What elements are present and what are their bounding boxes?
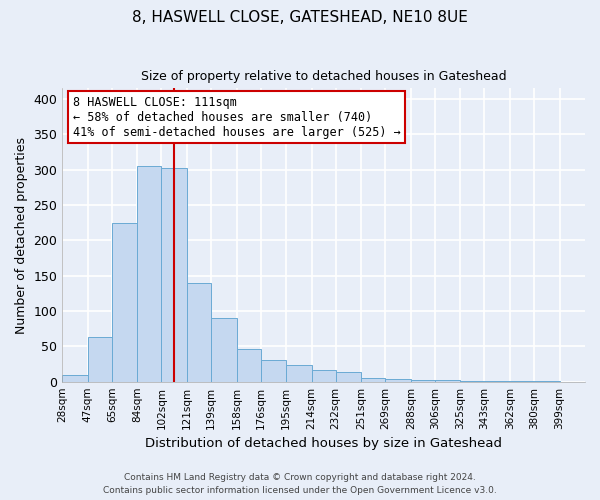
Text: Contains HM Land Registry data © Crown copyright and database right 2024.
Contai: Contains HM Land Registry data © Crown c…: [103, 474, 497, 495]
Bar: [435, 380, 460, 382]
Bar: [534, 381, 560, 382]
Bar: [236, 349, 260, 382]
Bar: [510, 381, 534, 382]
Bar: [88, 337, 112, 382]
X-axis label: Distribution of detached houses by size in Gateshead: Distribution of detached houses by size …: [145, 437, 502, 450]
Bar: [484, 381, 510, 382]
Bar: [411, 380, 435, 382]
Text: 8 HASWELL CLOSE: 111sqm
← 58% of detached houses are smaller (740)
41% of semi-d: 8 HASWELL CLOSE: 111sqm ← 58% of detache…: [73, 96, 400, 138]
Bar: [211, 318, 236, 382]
Bar: [385, 379, 411, 382]
Bar: [62, 374, 88, 382]
Text: 8, HASWELL CLOSE, GATESHEAD, NE10 8UE: 8, HASWELL CLOSE, GATESHEAD, NE10 8UE: [132, 10, 468, 25]
Bar: [187, 282, 211, 382]
Bar: [361, 378, 385, 382]
Title: Size of property relative to detached houses in Gateshead: Size of property relative to detached ho…: [141, 70, 506, 83]
Bar: [460, 381, 484, 382]
Bar: [286, 366, 311, 382]
Bar: [311, 370, 336, 382]
Bar: [260, 360, 286, 382]
Bar: [161, 168, 187, 382]
Bar: [112, 224, 137, 382]
Bar: [336, 372, 361, 382]
Bar: [137, 166, 161, 382]
Y-axis label: Number of detached properties: Number of detached properties: [15, 136, 28, 334]
